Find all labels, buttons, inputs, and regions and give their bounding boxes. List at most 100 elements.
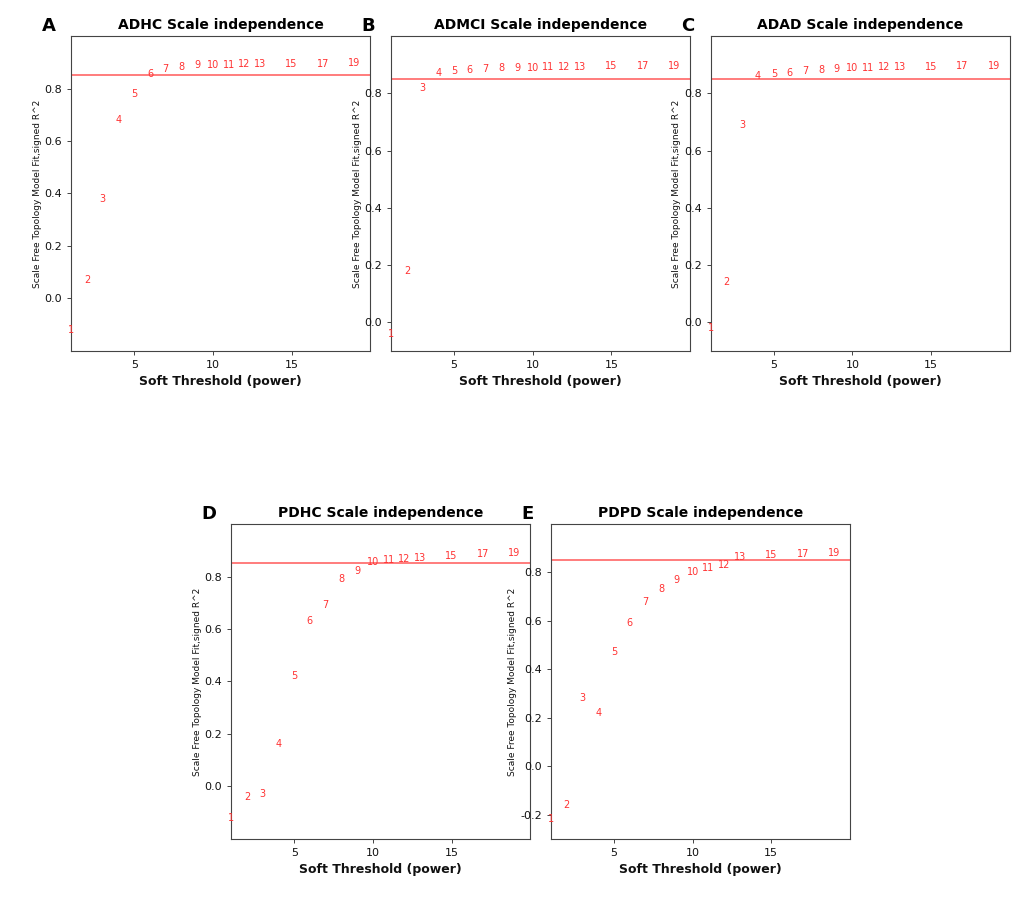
- Text: 4: 4: [754, 70, 760, 80]
- Text: 13: 13: [893, 62, 905, 72]
- Text: 6: 6: [147, 69, 153, 79]
- Text: 5: 5: [610, 648, 616, 658]
- Text: 15: 15: [285, 59, 298, 69]
- Text: 7: 7: [322, 601, 328, 611]
- Text: 8: 8: [178, 62, 184, 72]
- Text: 17: 17: [476, 549, 489, 559]
- Text: 9: 9: [514, 63, 520, 73]
- Text: 1: 1: [68, 325, 74, 335]
- Text: 2: 2: [564, 800, 570, 810]
- Y-axis label: Scale Free Topology Model Fit,signed R^2: Scale Free Topology Model Fit,signed R^2: [672, 99, 681, 288]
- Text: 10: 10: [207, 60, 219, 70]
- Text: 3: 3: [739, 120, 745, 130]
- Text: 4: 4: [435, 68, 441, 78]
- Text: 2: 2: [84, 275, 90, 285]
- Text: 7: 7: [801, 66, 808, 76]
- X-axis label: Soft Threshold (power): Soft Threshold (power): [779, 375, 941, 389]
- Text: 9: 9: [354, 566, 360, 576]
- Text: 11: 11: [542, 62, 554, 72]
- Text: 10: 10: [686, 567, 698, 577]
- Text: 1: 1: [707, 323, 713, 333]
- Text: 1: 1: [228, 813, 234, 823]
- Text: 11: 11: [701, 563, 713, 573]
- Text: 19: 19: [667, 60, 680, 71]
- X-axis label: Soft Threshold (power): Soft Threshold (power): [619, 863, 782, 877]
- Y-axis label: Scale Free Topology Model Fit,signed R^2: Scale Free Topology Model Fit,signed R^2: [508, 587, 517, 776]
- Text: 2: 2: [244, 792, 250, 802]
- Text: 6: 6: [467, 65, 473, 75]
- Text: 15: 15: [604, 61, 616, 71]
- Text: 6: 6: [786, 68, 792, 78]
- Text: 2: 2: [722, 277, 729, 287]
- Text: B: B: [361, 17, 375, 35]
- Text: 7: 7: [162, 64, 169, 74]
- Text: 11: 11: [222, 60, 234, 69]
- X-axis label: Soft Threshold (power): Soft Threshold (power): [299, 863, 462, 877]
- Text: 13: 13: [733, 552, 745, 563]
- Text: 12: 12: [238, 60, 251, 69]
- Text: 17: 17: [317, 59, 329, 69]
- Text: 12: 12: [557, 62, 570, 72]
- Text: 15: 15: [764, 550, 776, 560]
- Text: 15: 15: [445, 550, 458, 560]
- X-axis label: Soft Threshold (power): Soft Threshold (power): [140, 375, 302, 389]
- Text: 13: 13: [414, 553, 426, 563]
- Text: 3: 3: [419, 83, 425, 93]
- Text: 10: 10: [367, 557, 379, 567]
- Text: 8: 8: [497, 63, 503, 73]
- Text: 3: 3: [579, 694, 585, 704]
- Text: A: A: [42, 17, 55, 35]
- Text: 17: 17: [956, 61, 968, 71]
- Text: 19: 19: [348, 59, 361, 69]
- Text: 19: 19: [827, 548, 840, 557]
- X-axis label: Soft Threshold (power): Soft Threshold (power): [459, 375, 622, 389]
- Text: 9: 9: [674, 575, 680, 584]
- Y-axis label: Scale Free Topology Model Fit,signed R^2: Scale Free Topology Model Fit,signed R^2: [193, 587, 202, 776]
- Text: 13: 13: [574, 61, 586, 71]
- Text: E: E: [521, 505, 533, 523]
- Text: 5: 5: [290, 671, 297, 681]
- Title: PDPD Scale independence: PDPD Scale independence: [597, 506, 802, 520]
- Text: 8: 8: [338, 575, 344, 584]
- Text: 3: 3: [100, 194, 106, 204]
- Text: 10: 10: [846, 63, 858, 73]
- Text: 13: 13: [254, 60, 266, 69]
- Text: 7: 7: [642, 596, 648, 606]
- Text: 11: 11: [382, 556, 394, 566]
- Text: C: C: [681, 17, 694, 35]
- Text: 12: 12: [877, 62, 890, 72]
- Title: ADAD Scale independence: ADAD Scale independence: [756, 18, 963, 32]
- Text: 15: 15: [924, 61, 936, 71]
- Text: 9: 9: [194, 60, 200, 70]
- Text: 11: 11: [861, 62, 873, 72]
- Title: ADHC Scale independence: ADHC Scale independence: [118, 18, 323, 32]
- Text: 12: 12: [717, 560, 730, 570]
- Text: 17: 17: [796, 548, 808, 558]
- Text: 5: 5: [770, 69, 776, 78]
- Text: 17: 17: [636, 61, 648, 71]
- Text: 4: 4: [594, 708, 600, 718]
- Text: 3: 3: [260, 789, 266, 799]
- Text: 8: 8: [657, 584, 663, 594]
- Text: 19: 19: [507, 548, 520, 558]
- Text: 6: 6: [307, 616, 313, 626]
- Text: 2: 2: [404, 266, 410, 276]
- Text: 8: 8: [817, 65, 823, 75]
- Text: 9: 9: [833, 64, 839, 74]
- Text: 5: 5: [450, 66, 457, 76]
- Text: 4: 4: [115, 115, 121, 125]
- Text: 6: 6: [626, 619, 632, 629]
- Text: D: D: [201, 505, 216, 523]
- Text: 7: 7: [482, 64, 488, 74]
- Title: ADMCI Scale independence: ADMCI Scale independence: [434, 18, 646, 32]
- Text: 4: 4: [275, 740, 281, 750]
- Text: 19: 19: [987, 61, 1000, 71]
- Text: 1: 1: [387, 328, 393, 339]
- Text: 12: 12: [397, 554, 410, 564]
- Y-axis label: Scale Free Topology Model Fit,signed R^2: Scale Free Topology Model Fit,signed R^2: [353, 99, 362, 288]
- Text: 5: 5: [131, 88, 138, 99]
- Title: PDHC Scale independence: PDHC Scale independence: [278, 506, 483, 520]
- Y-axis label: Scale Free Topology Model Fit,signed R^2: Scale Free Topology Model Fit,signed R^2: [33, 99, 42, 288]
- Text: 1: 1: [547, 815, 553, 824]
- Text: 10: 10: [526, 62, 538, 72]
